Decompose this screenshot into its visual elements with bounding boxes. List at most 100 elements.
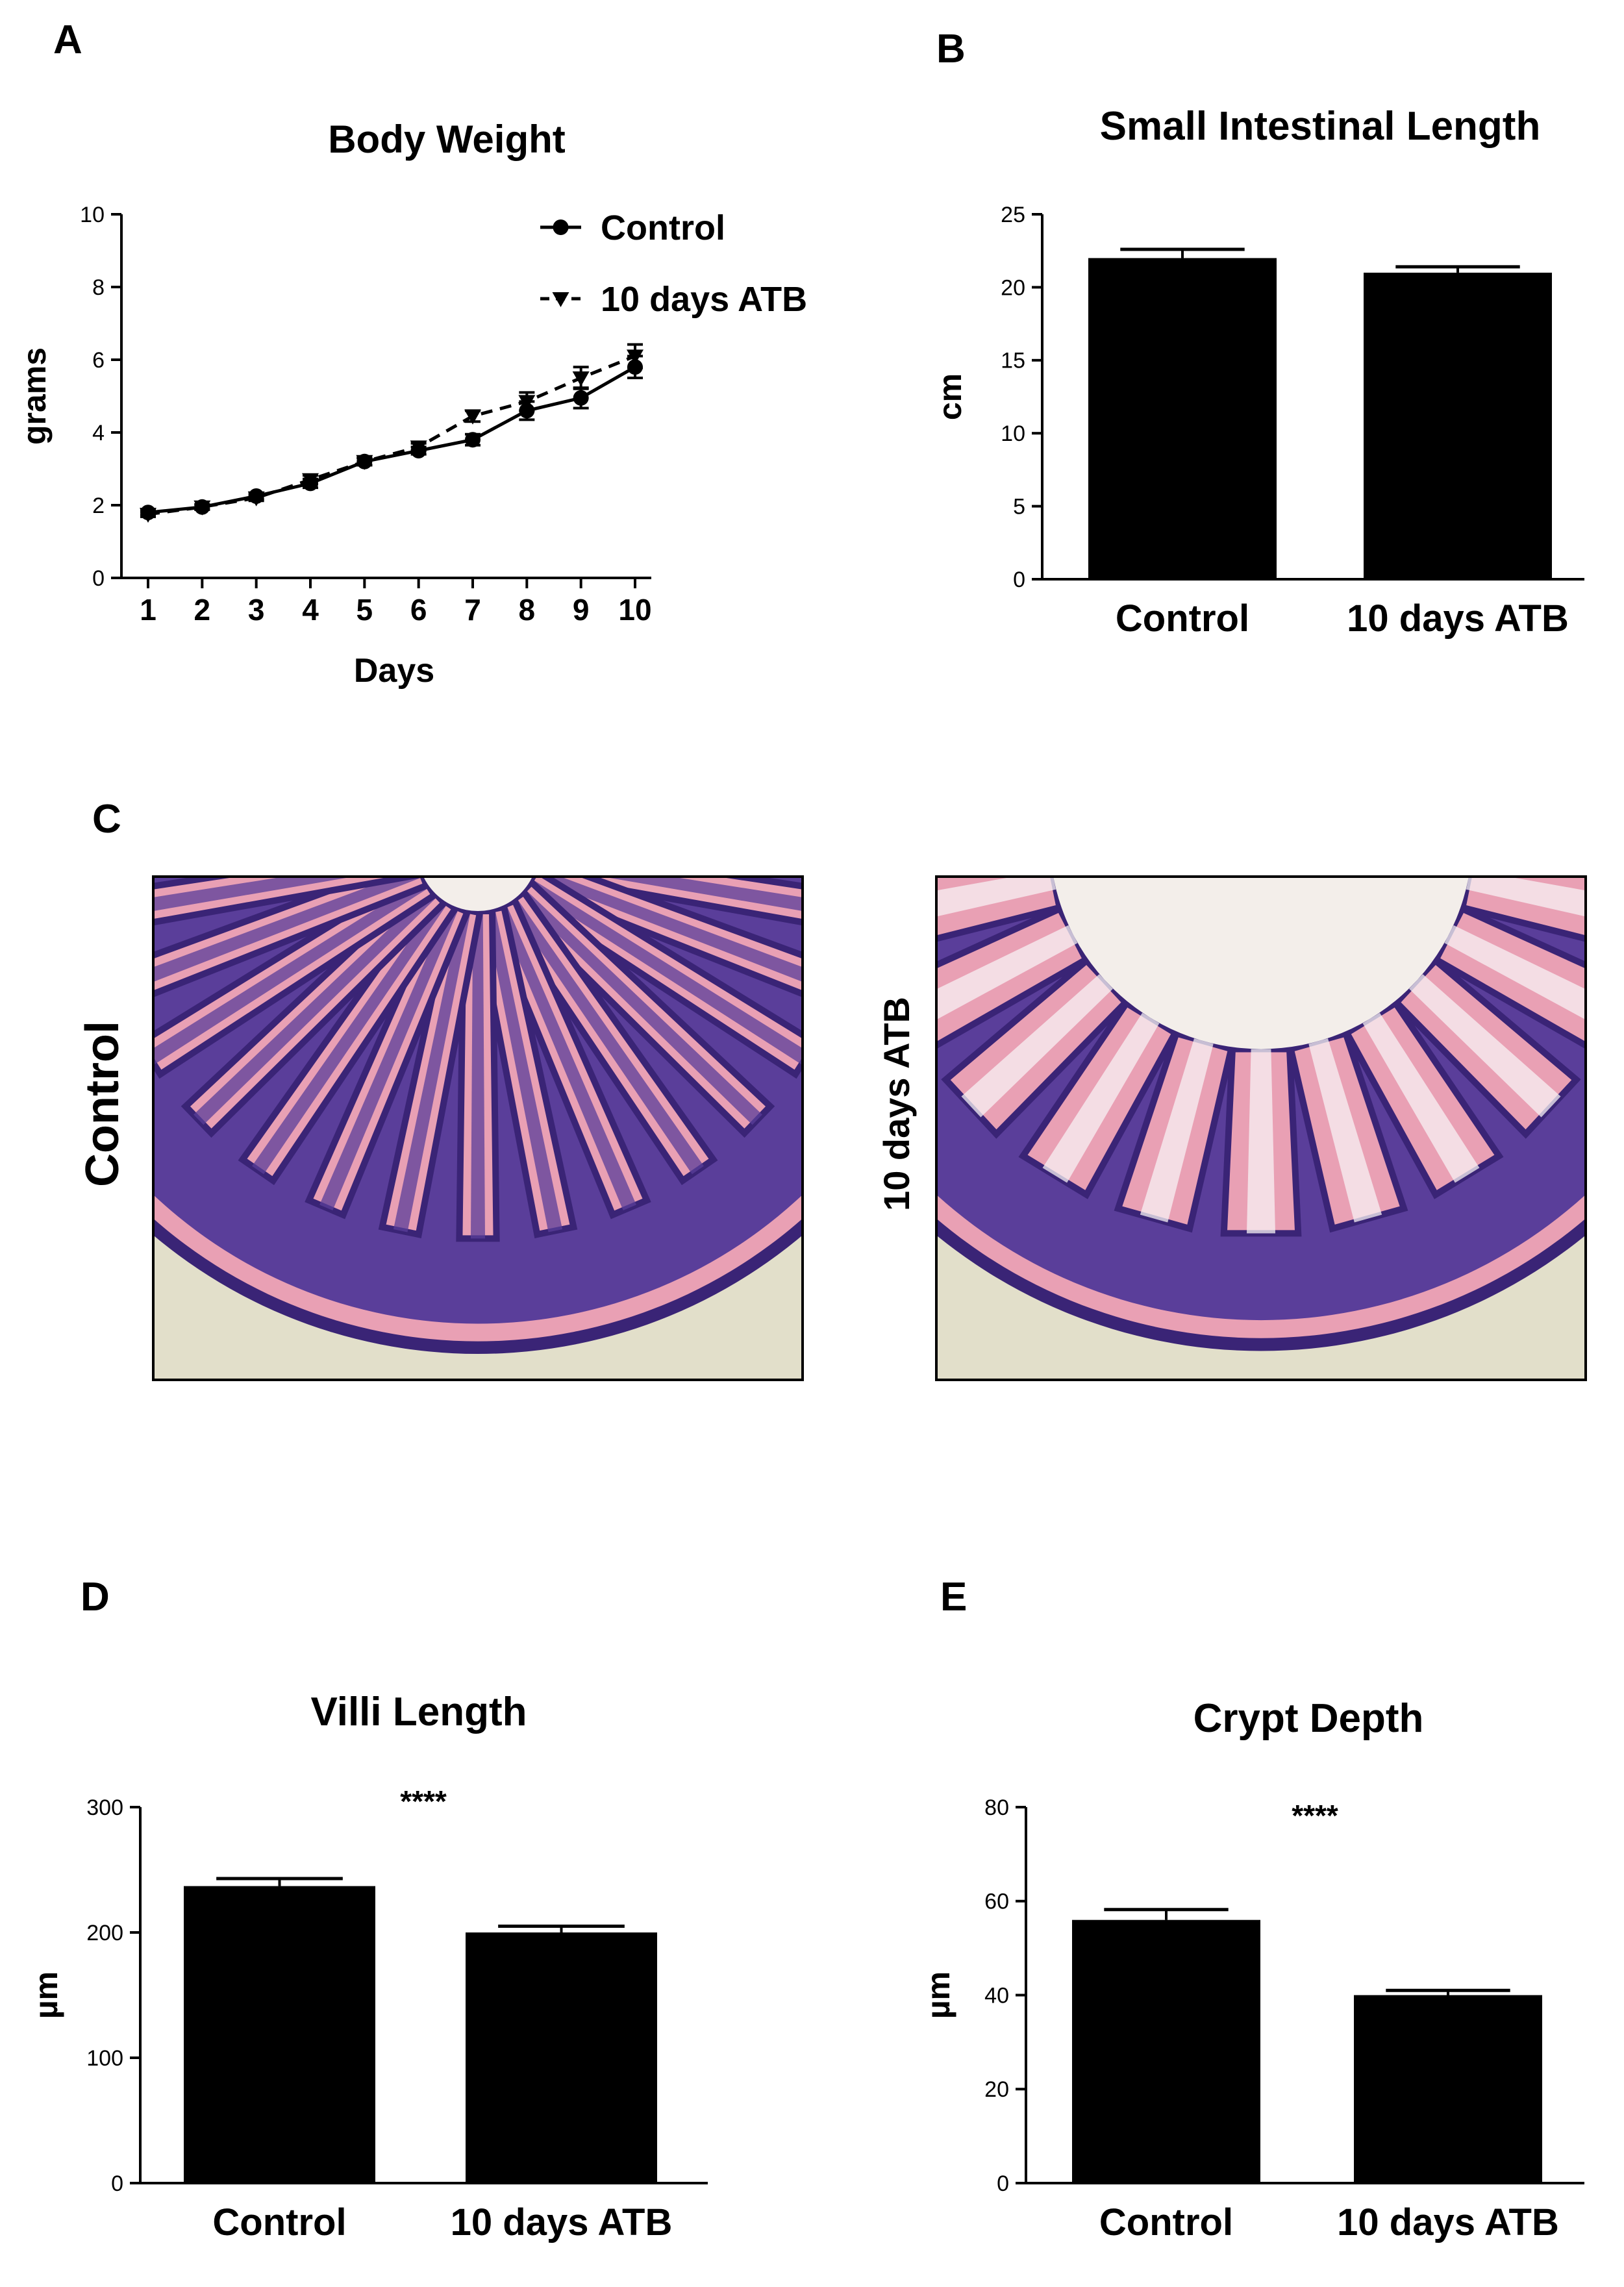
villus-core [393,908,471,1232]
y-tick-label: 15 [1001,349,1025,373]
y-tick-label: 10 [80,203,105,227]
data-point [465,432,481,448]
intestinal-length-chart: 0 5 10 15 20 25 Small Intestinal Length cm Contr… [932,104,1584,640]
villus-core [1409,974,1561,1118]
series-line [147,355,636,516]
bar-10-days-atb [1354,1995,1542,2183]
bar-10-days-atb [1364,272,1552,579]
villus-core [518,888,762,1125]
y-tick-label: 100 [86,2046,123,2071]
x-tick-label: 5 [356,593,373,627]
x-tick-label: Control [1116,597,1249,640]
x-tick-label: 10 days ATB [451,2201,673,2243]
control-histology-image [152,875,804,1381]
y-axis-label: µm [920,1971,956,2019]
villus-core [485,908,563,1232]
x-tick-label: 1 [140,593,156,627]
panel-letter-a: A [53,18,82,62]
panel-letter-e: E [940,1575,967,1619]
histology-label-control: Control [77,1021,129,1187]
y-tick-label: 6 [92,348,105,373]
data-point [464,409,481,425]
villi-length-chart: 0 100 200 300 Villi Length µm Control 10 days A… [28,1690,708,2243]
histology-content [153,877,803,1380]
x-tick-label: Control [1099,2201,1233,2243]
legend-label: Control [601,208,725,247]
y-axis-label: cm [932,373,968,420]
villus-core [1362,1012,1480,1183]
y-tick-label: 60 [984,1890,1009,1914]
lumen [423,877,532,911]
data-point [140,508,156,523]
y-tick-label: 200 [86,1921,123,1945]
y-tick-label: 0 [997,2171,1009,2196]
villus-core [936,925,1078,1020]
data-point [410,440,427,456]
y-tick-label: 20 [984,2077,1009,2102]
series-control [140,355,643,521]
y-tick-label: 5 [1013,495,1025,519]
significance-marker: **** [400,1784,447,1818]
villus-core [1140,1038,1214,1223]
x-tick-label: 3 [248,593,265,627]
villus-core [1042,1012,1160,1183]
legend-label: 10 days ATB [601,280,807,319]
histology-content [936,877,1586,1380]
x-tick-label: 7 [464,593,481,627]
x-tick-label: 9 [573,593,590,627]
y-axis-label: µm [28,1971,64,2019]
villus-core [252,897,448,1175]
villus-core [471,911,485,1239]
histology-frame [935,875,1587,1381]
x-tick-label: 10 [618,593,651,627]
x-tick-label: Control [212,2201,346,2243]
villus [153,877,431,997]
y-tick-label: 0 [1013,568,1025,592]
villus-core [526,879,803,1065]
villus-core [508,897,704,1175]
crypt-depth-chart: 0 20 40 60 80 Crypt Depth µm Control 10 days ATB… [920,1696,1584,2243]
chart-title: Crypt Depth [1193,1696,1424,1741]
y-tick-label: 4 [92,421,105,445]
panel-letter-d: D [81,1575,110,1619]
panel-letter-b: B [936,27,966,71]
bar-control [1088,258,1277,579]
x-tick-label: 10 days ATB [1347,597,1569,640]
x-tick-label: 10 days ATB [1337,2201,1559,2243]
series-10-days-atb [140,343,643,523]
y-tick-label: 300 [86,1795,123,1820]
x-tick-label: 8 [519,593,536,627]
legend-marker [552,292,569,307]
villus-core [153,877,423,982]
villus-core [1466,877,1586,917]
villus-core [319,904,459,1211]
data-point [247,491,265,506]
villus-core [602,877,803,911]
data-point [572,371,590,386]
significance-marker: **** [1292,1799,1338,1832]
villus-core [153,879,430,1065]
y-tick-label: 80 [984,1795,1009,1820]
lumen [1053,877,1469,1049]
villus-core [532,877,803,982]
atb-histology-image [935,875,1587,1381]
chart-title: Body Weight [328,118,566,161]
legend: Control 10 days ATB [540,208,807,319]
villus-core [153,877,354,911]
panel-letter-c: C [92,797,121,842]
data-point [627,349,643,365]
villus-core [1247,1049,1275,1234]
bar-10-days-atb [466,1932,657,2183]
data-point [302,473,319,488]
chart-title: Small Intestinal Length [1100,104,1541,149]
y-tick-label: 0 [111,2171,123,2196]
x-tick-label: 4 [302,593,319,627]
bar-control [1072,1919,1260,2183]
data-point [573,390,589,406]
data-point [194,500,211,516]
x-axis-label: Days [354,652,434,690]
villus-core [936,877,1056,917]
y-tick-label: 8 [92,275,105,300]
